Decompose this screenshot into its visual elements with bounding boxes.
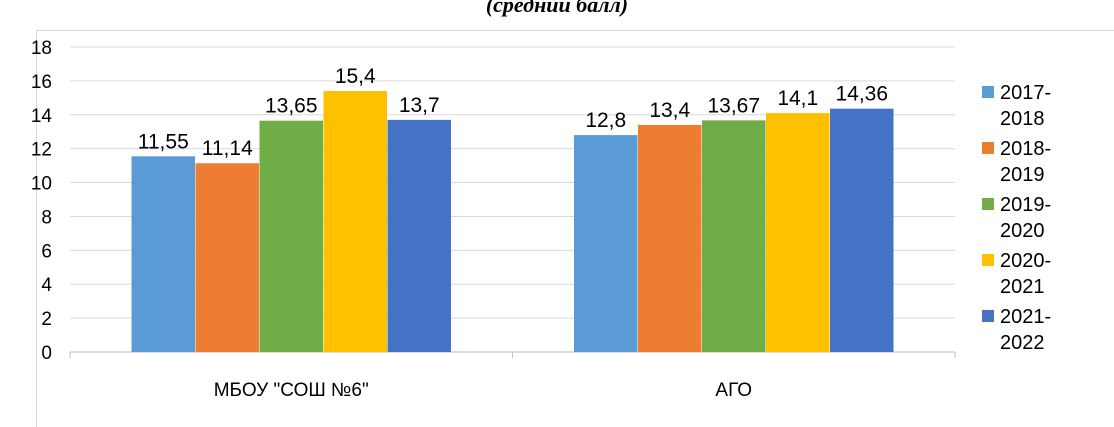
bar-2018-2019-school xyxy=(195,163,259,352)
legend: 2017- 2018 2018- 2019 2019- 2020 2020- 2021… xyxy=(982,80,1102,360)
data-label: 13,65 xyxy=(265,95,318,118)
legend-item: 2017- 2018 xyxy=(982,80,1102,136)
legend-label: 2017- 2018 xyxy=(1000,82,1052,130)
legend-swatch xyxy=(982,254,994,266)
y-tick-label: 16 xyxy=(31,72,52,93)
y-tick-label: 2 xyxy=(41,309,52,330)
legend-item: 2021- 2022 xyxy=(982,304,1102,360)
chart-title: (средний балл) xyxy=(485,0,629,17)
legend-item: 2018- 2019 xyxy=(982,136,1102,192)
data-label: 12,8 xyxy=(585,109,626,132)
y-tick-label: 0 xyxy=(41,343,52,364)
bar-2019-2020-school xyxy=(259,120,323,352)
y-tick-label: 18 xyxy=(31,38,52,59)
y-tick-label: 14 xyxy=(31,106,53,127)
data-label: 14,36 xyxy=(835,83,888,106)
chart-frame-left xyxy=(36,30,37,427)
bar-2017-2018-school xyxy=(131,156,195,352)
bar-2021-2022-school xyxy=(387,119,451,352)
legend-swatch xyxy=(982,86,994,98)
bars xyxy=(131,91,894,353)
legend-item: 2019- 2020 xyxy=(982,192,1102,248)
y-tick-label: 6 xyxy=(41,241,52,262)
data-label: 11,14 xyxy=(202,137,253,160)
legend-label: 2018- 2019 xyxy=(1000,138,1052,186)
data-labels: 11,55 11,14 13,65 15,4 13,7 12,8 13,4 13,67 14,1… xyxy=(138,65,888,160)
x-category-label: МБОУ "СОШ №6" xyxy=(214,380,369,401)
legend-label: 2021- 2022 xyxy=(1000,306,1052,354)
data-label: 11,55 xyxy=(138,130,189,153)
legend-swatch xyxy=(982,198,994,210)
data-label: 15,4 xyxy=(335,65,376,88)
y-tick-label: 12 xyxy=(31,140,52,161)
data-label: 13,7 xyxy=(399,94,440,117)
x-category-label: АГО xyxy=(715,380,752,401)
bar-2020-2021-ago xyxy=(766,113,830,352)
legend-swatch xyxy=(982,310,994,322)
y-tick-label: 4 xyxy=(41,275,52,296)
legend-item: 2020- 2021 xyxy=(982,248,1102,304)
x-axis-categories: МБОУ "СОШ №6" АГО xyxy=(214,380,752,401)
legend-swatch xyxy=(982,142,994,154)
bar-2019-2020-ago xyxy=(702,120,766,352)
bar-2020-2021-school xyxy=(323,91,387,353)
data-label: 13,67 xyxy=(707,94,760,117)
y-tick-label: 10 xyxy=(31,174,52,195)
bar-2018-2019-ago xyxy=(638,124,702,352)
bar-2021-2022-ago xyxy=(830,108,894,352)
chart-frame-top xyxy=(36,30,1114,31)
y-tick-label: 8 xyxy=(41,207,52,228)
data-label: 13,4 xyxy=(649,99,690,122)
data-label: 14,1 xyxy=(777,87,818,110)
bar-2017-2018-ago xyxy=(574,135,638,352)
legend-label: 2019- 2020 xyxy=(1000,194,1052,242)
legend-label: 2020- 2021 xyxy=(1000,250,1052,298)
y-axis-ticks: 0 2 4 6 8 10 12 14 16 18 xyxy=(31,38,53,364)
